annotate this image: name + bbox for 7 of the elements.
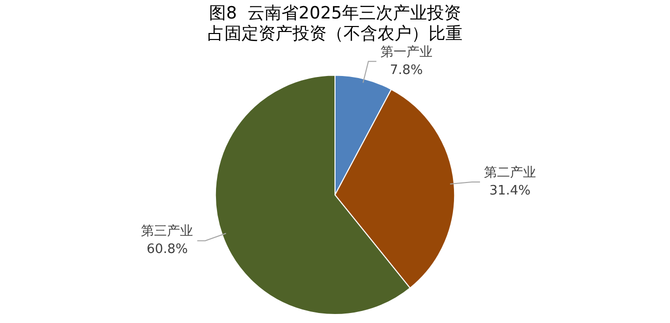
slice-label: 第二产业 (484, 165, 536, 180)
slice-label: 第一产业 (380, 44, 432, 60)
data-label: 7.8% (390, 62, 423, 78)
slice-label: 第三产业 (141, 224, 194, 240)
data-label: 60.8% (146, 242, 188, 258)
chart-title: 图8 云南省2025年三次产业投资占固定资产投资（不含农户）比重 (208, 4, 462, 44)
data-label: 31.4% (489, 183, 531, 198)
